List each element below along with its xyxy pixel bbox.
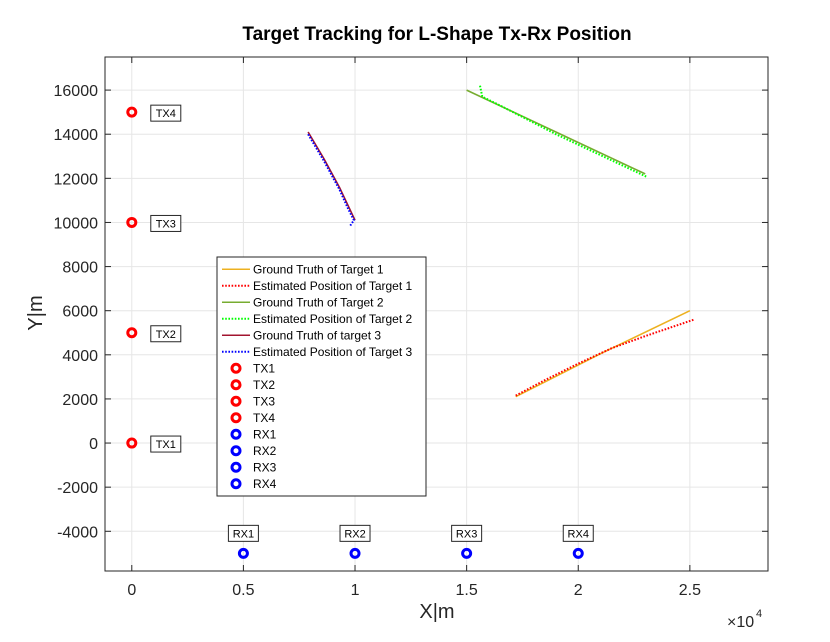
x-tick-label: 0.5 — [232, 582, 254, 599]
y-tick-label: 0 — [89, 436, 98, 453]
y-tick-label: 4000 — [62, 348, 98, 365]
marker-rx4 — [572, 547, 584, 559]
marker-tx3 — [126, 216, 138, 228]
marker-rx2 — [349, 547, 361, 559]
y-tick-label: 14000 — [54, 127, 99, 144]
annotation-text: RX4 — [568, 528, 589, 540]
annotation-tx4: TX4 — [150, 104, 182, 122]
legend-label: Estimated Position of Target 1 — [253, 279, 413, 293]
legend-label: RX2 — [253, 444, 277, 458]
x-multiplier: ×10 4 — [727, 608, 762, 631]
annotation-rx1: RX1 — [227, 524, 259, 542]
legend-label: TX4 — [253, 411, 275, 425]
y-tick-label: 2000 — [62, 392, 98, 409]
legend-marker-tx3 — [230, 395, 242, 407]
y-axis-label: Y|m — [25, 295, 47, 330]
legend-marker-tx1 — [230, 362, 242, 374]
x-tick-label: 2.5 — [679, 582, 701, 599]
x-tick-label: 1 — [351, 582, 360, 599]
marker-tx2 — [126, 327, 138, 339]
legend-label: RX4 — [253, 477, 277, 491]
annotation-tx2: TX2 — [150, 325, 182, 343]
legend-marker-rx2 — [230, 445, 242, 457]
y-tick-label: 10000 — [54, 215, 99, 232]
annotation-text: TX4 — [156, 108, 176, 120]
annotation-box — [339, 524, 371, 542]
legend-marker-tx4 — [230, 412, 242, 424]
y-tick-label: 12000 — [54, 171, 99, 188]
x-axis-label: X|m — [419, 601, 454, 623]
plot-area — [105, 57, 768, 571]
annotation-rx2: RX2 — [339, 524, 371, 542]
legend-box — [216, 256, 427, 497]
legend: Ground Truth of Target 1 Estimated Positi… — [216, 256, 427, 497]
annotation-text: RX3 — [456, 528, 477, 540]
annotation-box — [562, 524, 594, 542]
legend-label: RX1 — [253, 427, 277, 441]
annotation-box — [150, 214, 182, 232]
series-line-5 — [307, 133, 355, 228]
legend-label: Estimated Position of Target 3 — [253, 345, 413, 359]
chart-title: Target Tracking for L-Shape Tx-Rx Positi… — [242, 24, 631, 45]
annotation-rx3: RX3 — [451, 524, 483, 542]
marker-layer — [126, 106, 584, 559]
marker-tx1 — [126, 437, 138, 449]
y-tick-label: 6000 — [62, 304, 98, 321]
legend-label: Ground Truth of Target 2 — [253, 295, 384, 309]
annotation-layer: TX1 TX2 TX3 TX4 RX1 RX2 RX3 RX4 — [150, 104, 594, 542]
annotation-tx1: TX1 — [150, 435, 182, 453]
marker-tx4 — [126, 106, 138, 118]
legend-marker-rx3 — [230, 461, 242, 473]
series-layer — [307, 85, 695, 398]
legend-label: TX2 — [253, 378, 275, 392]
legend-label: Ground Truth of target 3 — [253, 328, 381, 342]
annotation-text: RX2 — [344, 528, 365, 540]
annotation-text: TX1 — [156, 439, 176, 451]
x-tick-label: 2 — [574, 582, 583, 599]
marker-rx1 — [237, 547, 249, 559]
annotation-box — [150, 325, 182, 343]
x-multiplier-base: ×10 — [727, 614, 754, 631]
marker-rx3 — [461, 547, 473, 559]
x-tick-label: 0 — [127, 582, 136, 599]
x-tick-label: 1.5 — [456, 582, 478, 599]
series-line-4 — [307, 131, 356, 221]
annotation-tx3: TX3 — [150, 214, 182, 232]
tick-layer: 0 0.5 1 1.5 2 2.5 -4000 -2000 0 2000 4000 6000 8000 1… — [54, 57, 768, 599]
legend-label: Estimated Position of Target 2 — [253, 312, 413, 326]
y-tick-label: 8000 — [62, 260, 98, 277]
legend-label: Ground Truth of Target 1 — [253, 262, 384, 276]
annotation-box — [150, 435, 182, 453]
y-tick-label: 16000 — [54, 83, 99, 100]
series-line-1 — [515, 318, 695, 397]
legend-label: RX3 — [253, 460, 277, 474]
annotation-text: TX3 — [156, 218, 176, 230]
annotation-box — [150, 104, 182, 122]
legend-marker-rx4 — [230, 478, 242, 490]
series-line-3 — [479, 85, 648, 179]
annotation-text: TX2 — [156, 329, 176, 341]
annotation-box — [227, 524, 259, 542]
y-tick-label: -2000 — [57, 480, 98, 497]
x-multiplier-exponent: 4 — [756, 608, 762, 620]
series-line-0 — [515, 309, 691, 398]
plot-frame — [104, 56, 769, 572]
legend-label: TX3 — [253, 394, 275, 408]
legend-label: TX1 — [253, 361, 275, 375]
annotation-text: RX1 — [233, 528, 254, 540]
legend-marker-rx1 — [230, 428, 242, 440]
y-tick-label: -4000 — [57, 524, 98, 541]
legend-marker-tx2 — [230, 379, 242, 391]
annotation-box — [451, 524, 483, 542]
annotation-rx4: RX4 — [562, 524, 594, 542]
